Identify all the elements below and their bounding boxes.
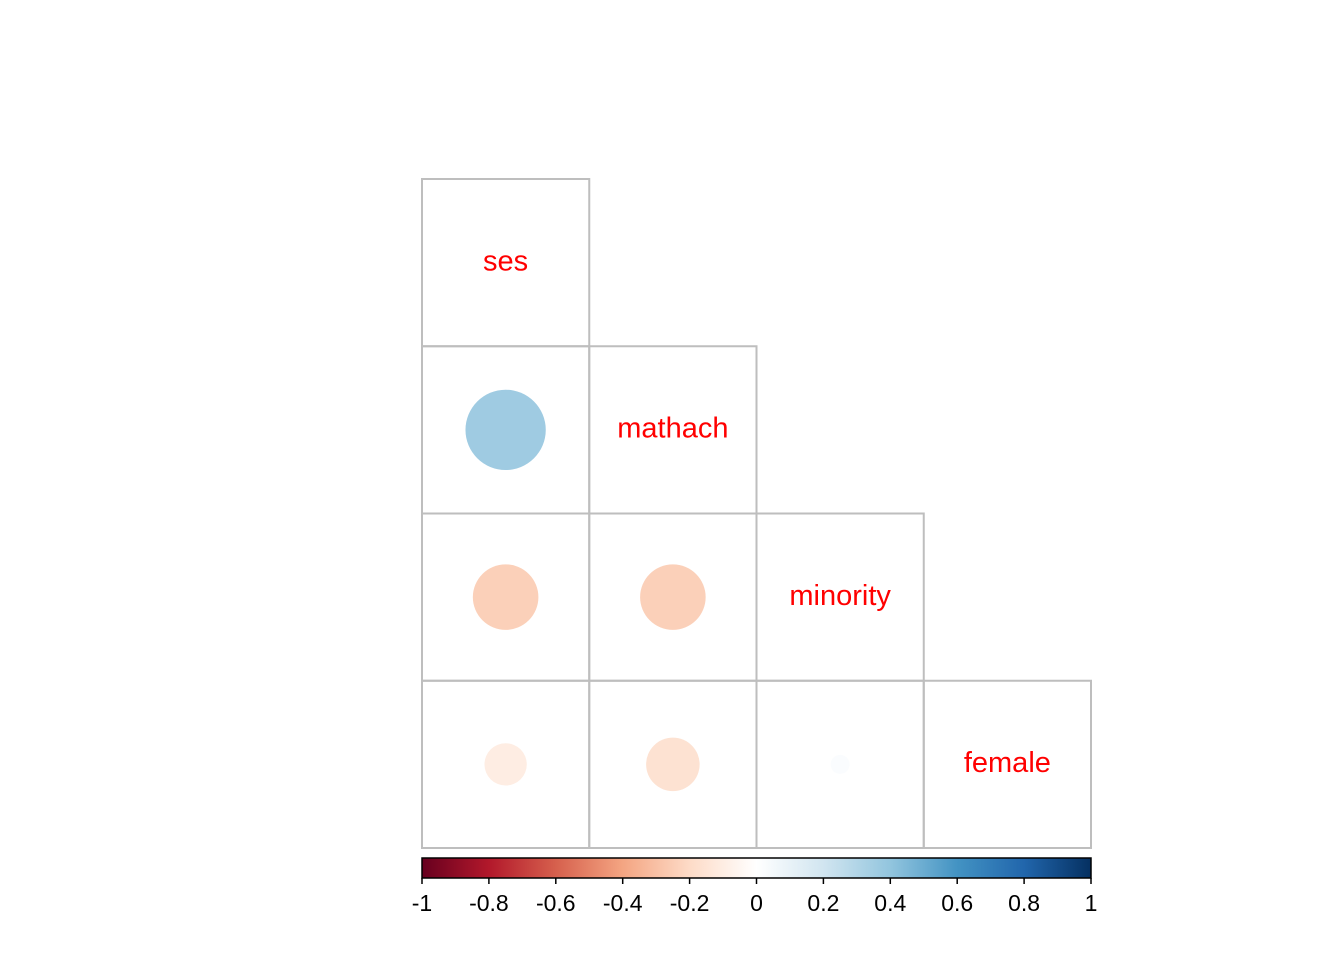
corr-circle-female-minority [830,754,850,774]
correlation-grid: ses mathach minority female [421,178,1092,849]
corr-circle-minority-ses [472,564,539,630]
colorbar-tick-label: -1 [412,890,432,916]
colorbar-tick-label: 0 [750,890,763,916]
corr-circle-minority-mathach [640,564,706,630]
variable-label-female: female [964,747,1051,779]
variable-label-mathach: mathach [617,413,728,445]
variable-label-minority: minority [789,580,891,612]
colorbar-tick-label: -0.6 [536,890,576,916]
corr-circle-mathach-ses [465,389,546,471]
colorbar-tick-label: -0.8 [469,890,509,916]
colorbar-tick-label: 0.2 [807,890,839,916]
colorbar-tick-label: 1 [1085,890,1098,916]
grid-cell-female-female [922,679,1092,849]
corr-circle-female-mathach [646,737,700,792]
color-legend: -1 -0.8 -0.6 -0.4 -0.2 0 0.2 0.4 0.6 0.8 1 [412,857,1098,916]
colorbar-tick-label: 0.8 [1008,890,1040,916]
colorbar-gradient [421,857,1092,879]
colorbar-ticks: -1 -0.8 -0.6 -0.4 -0.2 0 0.2 0.4 0.6 0.8 1 [412,878,1098,916]
colorbar-tick-label: -0.2 [670,890,710,916]
colorbar-tick-label: 0.4 [874,890,906,916]
colorbar-tick-label: 0.6 [941,890,973,916]
colorbar-tick-label: -0.4 [603,890,643,916]
corr-circle-female-ses [484,743,527,786]
variable-label-ses: ses [483,245,528,277]
